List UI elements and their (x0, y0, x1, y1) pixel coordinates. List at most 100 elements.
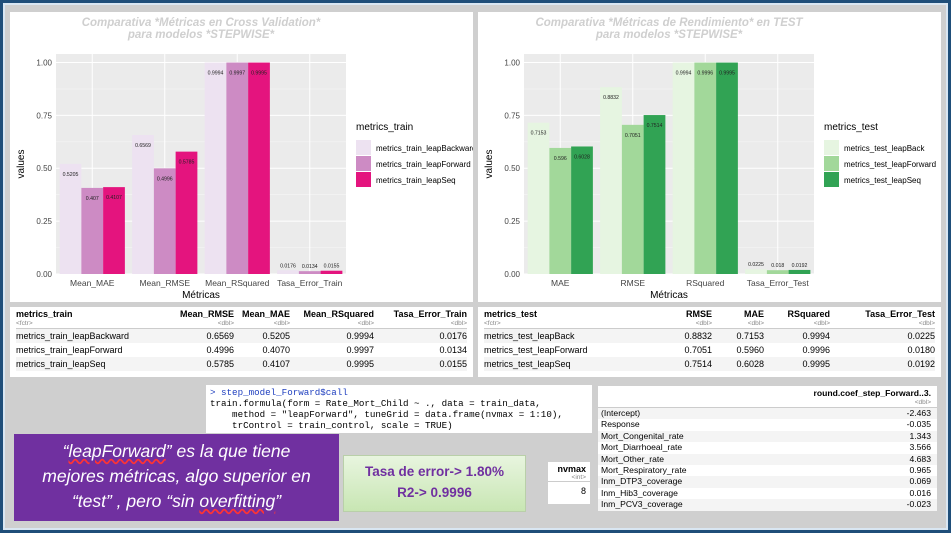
table-cell: metrics_train_leapForward (16, 345, 123, 355)
table-cell: metrics_test_leapSeq (484, 359, 571, 369)
type-label: <dbl> (450, 320, 467, 327)
bar-value-label: 0.6028 (574, 154, 590, 160)
test-metrics-chart: Comparativa *Métricas de Rendimiento* en… (484, 17, 936, 301)
th-mean-rsquared: Mean_RSquared (303, 309, 374, 319)
coef-value: 3.566 (909, 442, 931, 453)
table-row: metrics_test_leapBack 0.8832 0.7153 0.99… (484, 329, 935, 343)
y-tick-label: 0.50 (36, 164, 52, 173)
table-cell: 0.9996 (802, 345, 830, 355)
bar-value-label: 0.9997 (229, 71, 245, 77)
x-tick-label: MAE (551, 278, 570, 288)
bar-value-label: 0.5205 (63, 172, 79, 178)
th-tasa-error-train: Tasa_Error_Train (393, 309, 467, 319)
bar (132, 135, 154, 274)
coef-header: round.coef_step_Forward..3. (813, 388, 931, 398)
table-cell: 0.4107 (262, 359, 290, 369)
type-label: <int> (548, 474, 590, 482)
y-tick-label: 1.00 (504, 58, 520, 67)
th-rsquared: RSquared (787, 309, 830, 319)
bar (643, 115, 666, 274)
table-cell: 0.0192 (907, 359, 935, 369)
table-cell: 0.9997 (346, 345, 374, 355)
bar-value-label: 0.5785 (179, 160, 195, 166)
table-cell: metrics_train_leapSeq (16, 359, 106, 369)
nvmax-table: nvmax <int> 8 (548, 462, 590, 504)
table-cell: 0.0134 (439, 345, 467, 355)
note-text: overfitting (199, 491, 276, 511)
table-cell: 0.9995 (802, 359, 830, 369)
y-tick-label: 0.00 (504, 270, 520, 279)
table-row: Inm_PCV3_coverage -0.023 (598, 499, 937, 511)
conclusion-note: “leapForward” es la que tiene mejores mé… (14, 434, 339, 521)
table-row: (Intercept) -2.463 (598, 408, 937, 420)
note-text: leapForward (68, 441, 166, 461)
bar (527, 122, 550, 274)
bar (277, 270, 299, 274)
coef-term: Mort_Congenital_rate (601, 430, 684, 441)
table-row: metrics_train_leapSeq 0.5785 0.4107 0.99… (16, 357, 467, 371)
bar (320, 270, 343, 274)
th-mean-rmse: Mean_RMSE (179, 309, 234, 319)
y-axis-label: values (16, 150, 27, 179)
table-cell: 0.7051 (684, 345, 712, 355)
bar (81, 187, 104, 274)
table-cell: 0.0176 (439, 331, 467, 341)
table-cell: 0.5205 (262, 331, 290, 341)
table-cell: 0.7153 (736, 331, 764, 341)
y-tick-label: 0.75 (504, 111, 520, 120)
coef-value: 1.343 (909, 430, 931, 441)
y-tick-label: 1.00 (36, 58, 52, 67)
table-row: Mort_Diarrhoeal_rate 3.566 (598, 442, 937, 453)
bar (716, 62, 738, 274)
legend-label: metrics_test_leapForward (844, 160, 936, 169)
note-text: “test” , pero “sin (71, 491, 200, 511)
th-metrics-test: metrics_test (484, 309, 538, 319)
legend-swatch (824, 156, 839, 171)
note-line-3: “test” , pero “sin overfitting” (14, 489, 339, 514)
bar (175, 151, 198, 274)
coef-term: Inm_Hib3_coverage (601, 487, 678, 498)
bar-value-label: 0.0176 (280, 263, 296, 269)
console-line: trControl = train_control, scale = TRUE) (210, 420, 453, 431)
console-prompt: > (210, 387, 222, 398)
note-line-2: mejores métricas, algo superior en (42, 466, 311, 486)
train-metrics-chart: Comparativa *Métricas en Cross Validatio… (16, 17, 477, 301)
bar-value-label: 0.4107 (106, 195, 122, 201)
coef-value: 0.016 (909, 487, 931, 498)
table-cell: metrics_test_leapForward (484, 345, 588, 355)
table-cell: metrics_test_leapBack (484, 331, 575, 341)
bar-value-label: 0.9996 (697, 71, 713, 77)
coef-value: -0.035 (906, 419, 931, 430)
table-cell: 0.9994 (802, 331, 830, 341)
error-rate-text: Tasa de error-> 1.80% (365, 464, 504, 479)
legend-swatch (824, 140, 839, 155)
note-line-1: “leapForward” es la que tiene (14, 439, 339, 464)
table-row: Mort_Other_rate 4.683 (598, 453, 937, 465)
coef-value: 4.683 (909, 453, 931, 464)
table-row: Mort_Congenital_rate 1.343 (598, 430, 937, 443)
bar (766, 270, 789, 274)
legend-label: metrics_train_leapBackward (376, 144, 473, 153)
chart-title: para modelos *STEPWISE* (595, 29, 743, 41)
bar-value-label: 0.0225 (748, 262, 764, 268)
bar-value-label: 0.7153 (531, 131, 547, 137)
th-metrics-train: metrics_train (16, 309, 73, 319)
bar (103, 187, 125, 274)
legend-swatch (356, 140, 371, 155)
legend-label: metrics_test_leapBack (844, 144, 925, 153)
bar (788, 269, 811, 274)
type-label: <dbl> (357, 320, 374, 327)
note-text: ” (275, 491, 282, 511)
legend-title: metrics_test (824, 122, 878, 133)
test-metrics-table: metrics_test RMSE MAE RSquared Tasa_Erro… (478, 307, 941, 377)
table-row: Inm_Hib3_coverage 0.016 (598, 488, 937, 499)
bar-value-label: 0.0155 (324, 264, 340, 270)
x-tick-label: Mean_RSquared (205, 278, 270, 288)
coef-term: Response (601, 419, 640, 430)
note-text: ” es la que tiene (165, 441, 291, 461)
legend-label: metrics_test_leapSeq (844, 176, 921, 185)
table-cell: 0.0180 (907, 345, 935, 355)
console-line: method = "leapForward", tuneGrid = data.… (210, 409, 563, 420)
table-cell: 0.7514 (684, 359, 712, 369)
console-line: train.formula(form = Rate_Mort_Child ~ .… (210, 398, 541, 409)
